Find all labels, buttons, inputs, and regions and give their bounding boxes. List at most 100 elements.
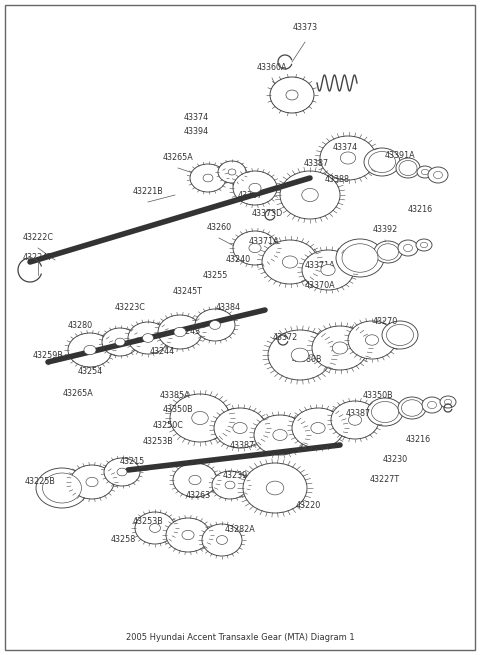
Ellipse shape bbox=[348, 415, 361, 425]
Ellipse shape bbox=[212, 471, 248, 499]
Text: 43388: 43388 bbox=[324, 176, 349, 185]
Ellipse shape bbox=[266, 481, 284, 495]
Ellipse shape bbox=[292, 408, 344, 448]
Ellipse shape bbox=[421, 169, 429, 175]
Ellipse shape bbox=[416, 239, 432, 251]
Ellipse shape bbox=[398, 397, 426, 419]
Ellipse shape bbox=[386, 324, 413, 345]
Text: 43373: 43373 bbox=[292, 24, 318, 33]
Ellipse shape bbox=[332, 342, 348, 354]
Text: 43258: 43258 bbox=[110, 536, 136, 544]
Text: 43259B: 43259B bbox=[33, 350, 63, 360]
Ellipse shape bbox=[369, 151, 396, 172]
Ellipse shape bbox=[291, 348, 309, 362]
Text: 43387: 43387 bbox=[303, 159, 329, 168]
Ellipse shape bbox=[166, 518, 210, 552]
Ellipse shape bbox=[331, 401, 379, 439]
Ellipse shape bbox=[128, 322, 168, 354]
Ellipse shape bbox=[225, 481, 235, 489]
Text: 43260: 43260 bbox=[206, 223, 231, 233]
Text: 43265A: 43265A bbox=[163, 153, 193, 162]
Ellipse shape bbox=[340, 152, 356, 164]
Text: 43243: 43243 bbox=[175, 328, 201, 337]
Text: 43374: 43374 bbox=[183, 113, 209, 122]
Text: 43373D: 43373D bbox=[252, 208, 283, 217]
Ellipse shape bbox=[372, 402, 398, 422]
Ellipse shape bbox=[86, 477, 98, 487]
Ellipse shape bbox=[203, 174, 213, 182]
Text: 43244: 43244 bbox=[149, 348, 175, 356]
Ellipse shape bbox=[282, 256, 298, 268]
Ellipse shape bbox=[218, 161, 246, 183]
Ellipse shape bbox=[302, 189, 318, 202]
Text: 43387: 43387 bbox=[229, 441, 254, 449]
Ellipse shape bbox=[365, 335, 379, 345]
Ellipse shape bbox=[312, 326, 368, 370]
Ellipse shape bbox=[262, 240, 318, 284]
Ellipse shape bbox=[348, 321, 396, 359]
Ellipse shape bbox=[209, 320, 220, 329]
Text: 43282A: 43282A bbox=[225, 525, 255, 534]
Text: 43360A: 43360A bbox=[257, 64, 287, 73]
Text: 43220: 43220 bbox=[295, 500, 321, 510]
Ellipse shape bbox=[174, 328, 186, 337]
Ellipse shape bbox=[70, 465, 114, 499]
Text: 43253B: 43253B bbox=[143, 438, 173, 447]
Ellipse shape bbox=[249, 243, 261, 253]
Text: 43350B: 43350B bbox=[163, 405, 193, 415]
Ellipse shape bbox=[173, 463, 217, 497]
Text: 43215: 43215 bbox=[120, 457, 144, 466]
Ellipse shape bbox=[233, 231, 277, 265]
Ellipse shape bbox=[404, 244, 412, 252]
Ellipse shape bbox=[84, 345, 96, 354]
Ellipse shape bbox=[182, 531, 194, 540]
Text: 43380B: 43380B bbox=[292, 356, 322, 364]
Ellipse shape bbox=[367, 398, 403, 426]
Ellipse shape bbox=[228, 169, 236, 175]
Text: 43227T: 43227T bbox=[370, 476, 400, 485]
Ellipse shape bbox=[336, 239, 384, 277]
Ellipse shape bbox=[192, 411, 208, 424]
Text: 43245T: 43245T bbox=[173, 288, 203, 297]
Ellipse shape bbox=[417, 166, 433, 178]
Ellipse shape bbox=[233, 422, 247, 434]
Text: 43240: 43240 bbox=[226, 255, 251, 265]
Ellipse shape bbox=[364, 148, 400, 176]
Ellipse shape bbox=[420, 242, 428, 248]
Text: 43230: 43230 bbox=[383, 455, 408, 464]
Ellipse shape bbox=[233, 171, 277, 205]
Text: 43225B: 43225B bbox=[24, 477, 55, 487]
Ellipse shape bbox=[189, 476, 201, 485]
Text: 43223C: 43223C bbox=[115, 303, 145, 312]
Ellipse shape bbox=[149, 523, 160, 533]
Ellipse shape bbox=[170, 394, 230, 442]
Ellipse shape bbox=[280, 171, 340, 219]
Ellipse shape bbox=[342, 244, 378, 272]
Text: 43385A: 43385A bbox=[160, 390, 190, 400]
Ellipse shape bbox=[401, 400, 422, 416]
Ellipse shape bbox=[321, 265, 335, 276]
Text: 43350B: 43350B bbox=[363, 390, 393, 400]
Ellipse shape bbox=[68, 333, 112, 367]
Text: 43394: 43394 bbox=[183, 128, 209, 136]
Text: 43255: 43255 bbox=[202, 271, 228, 280]
Text: 43239: 43239 bbox=[222, 470, 248, 479]
Ellipse shape bbox=[444, 400, 452, 405]
Ellipse shape bbox=[43, 473, 82, 503]
Text: 2005 Hyundai Accent Transaxle Gear (MTA) Diagram 1: 2005 Hyundai Accent Transaxle Gear (MTA)… bbox=[126, 633, 354, 641]
Text: 43374: 43374 bbox=[333, 143, 358, 153]
Ellipse shape bbox=[135, 512, 175, 544]
Ellipse shape bbox=[422, 397, 442, 413]
Text: 43216: 43216 bbox=[406, 436, 431, 445]
Text: 43371A: 43371A bbox=[249, 238, 279, 246]
Ellipse shape bbox=[270, 77, 314, 113]
Text: 43391A: 43391A bbox=[384, 151, 415, 160]
Ellipse shape bbox=[243, 463, 307, 513]
Ellipse shape bbox=[104, 458, 140, 486]
Ellipse shape bbox=[268, 330, 332, 380]
Ellipse shape bbox=[396, 158, 420, 178]
Ellipse shape bbox=[311, 422, 325, 434]
Text: 43221B: 43221B bbox=[132, 187, 163, 196]
Text: 43372: 43372 bbox=[272, 333, 298, 343]
Ellipse shape bbox=[190, 164, 226, 192]
